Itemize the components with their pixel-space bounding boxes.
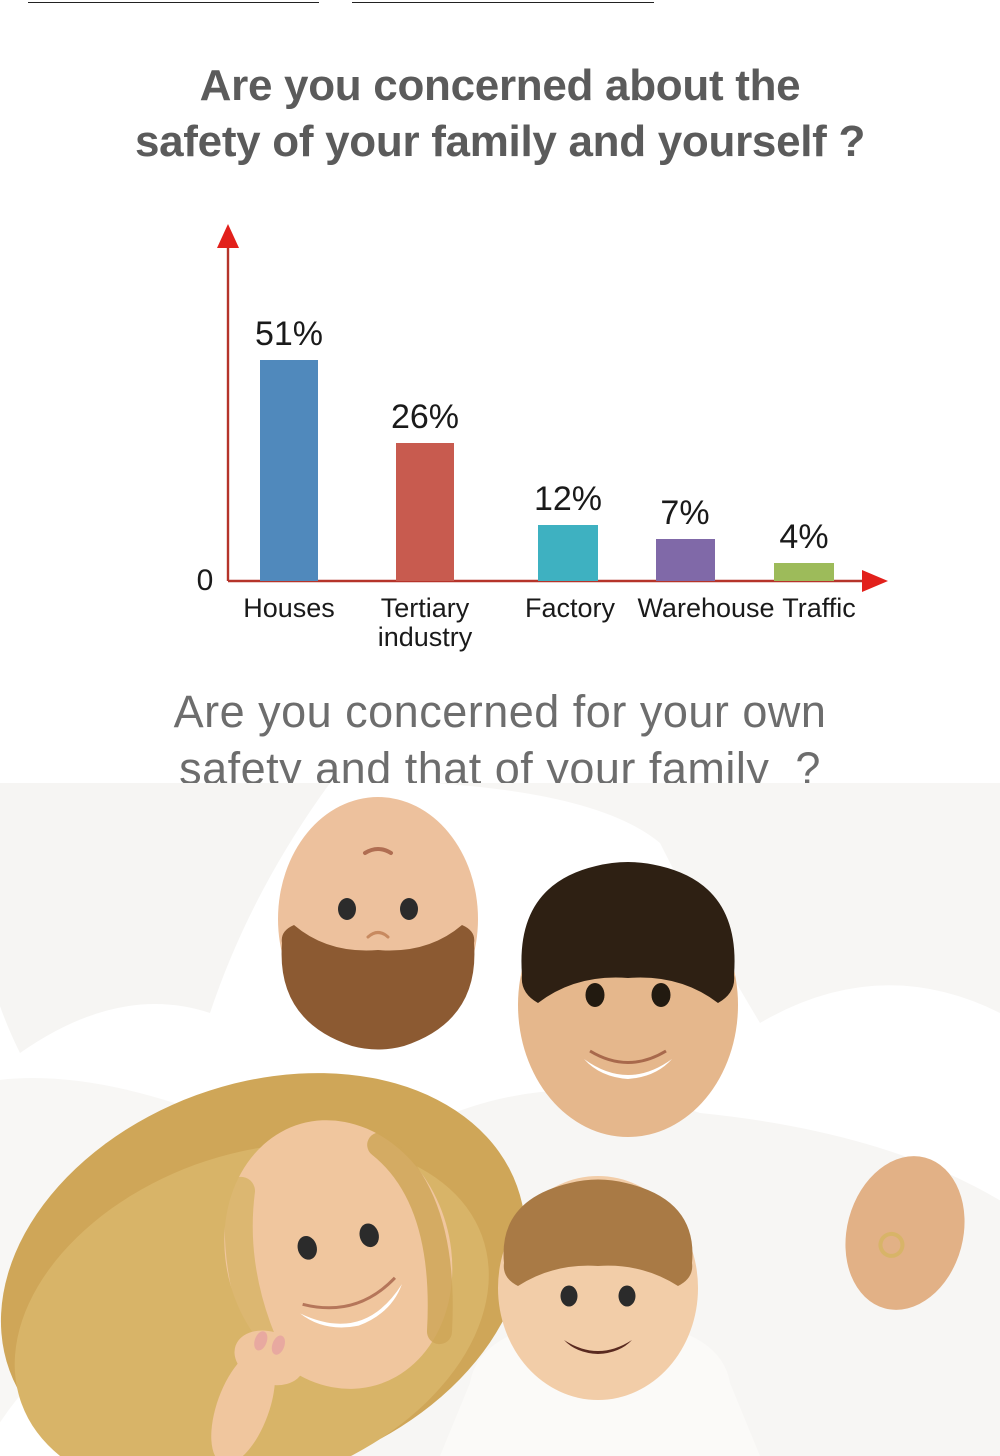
svg-text:12%: 12%: [534, 480, 602, 518]
svg-text:Factory: Factory: [525, 593, 616, 623]
svg-text:Warehouse: Warehouse: [637, 593, 774, 623]
svg-text:Tertiary: Tertiary: [381, 593, 470, 623]
svg-text:51%: 51%: [255, 315, 323, 353]
svg-text:4%: 4%: [779, 518, 828, 556]
svg-text:Houses: Houses: [243, 593, 335, 623]
svg-text:industry: industry: [378, 622, 473, 652]
svg-text:0: 0: [197, 564, 214, 597]
svg-text:Traffic: Traffic: [782, 593, 856, 623]
svg-text:7%: 7%: [660, 494, 709, 532]
svg-text:26%: 26%: [391, 398, 459, 436]
